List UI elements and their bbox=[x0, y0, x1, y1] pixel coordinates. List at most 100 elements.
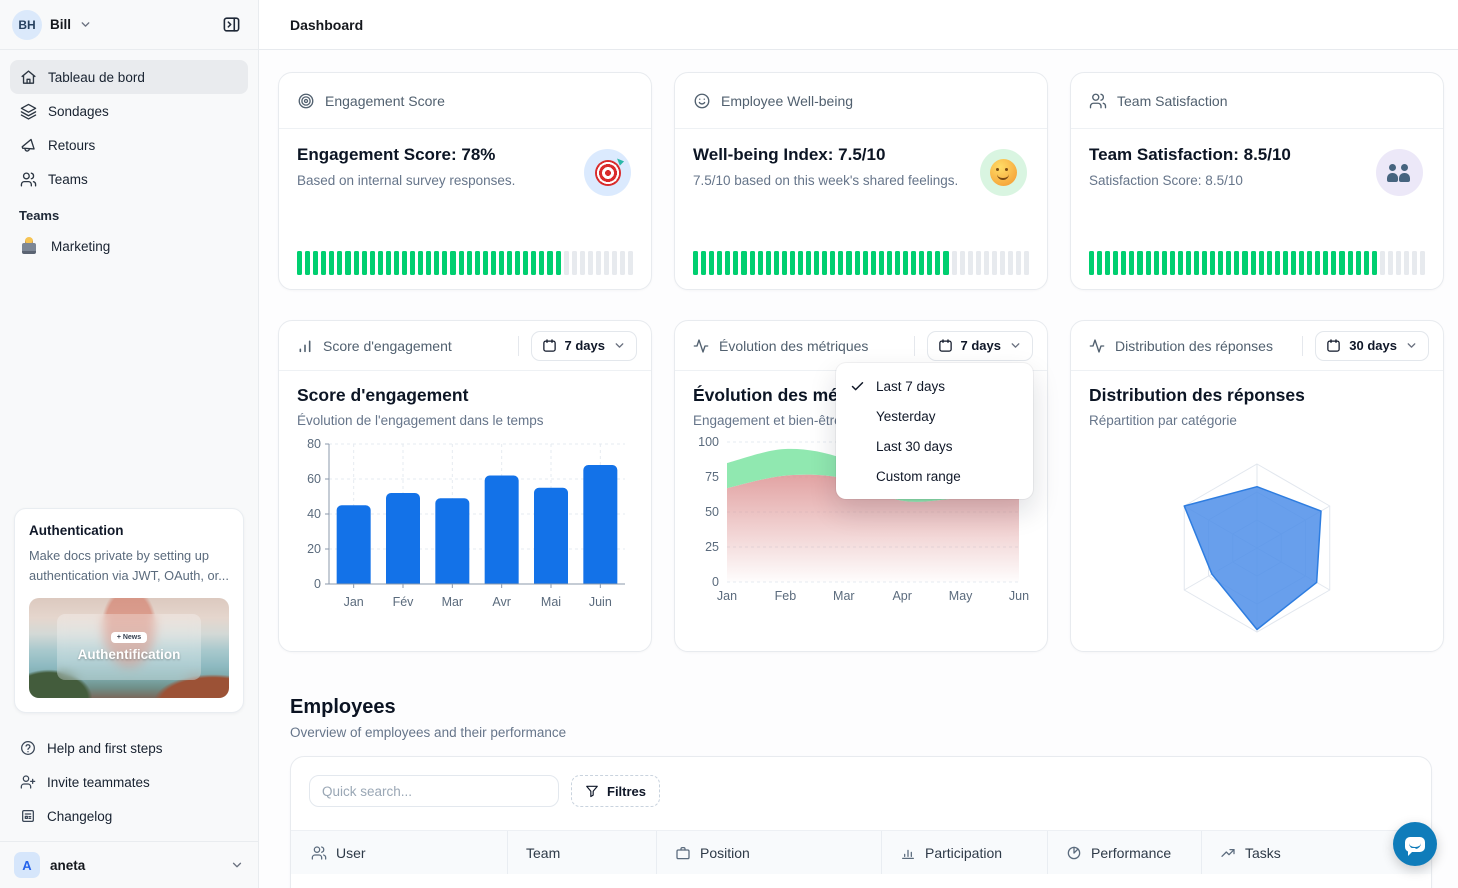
svg-text:75: 75 bbox=[705, 470, 719, 484]
sidebar-collapse-button[interactable] bbox=[216, 10, 246, 40]
pie-chart-icon bbox=[1067, 846, 1081, 859]
account-avatar: A bbox=[14, 852, 40, 878]
sidebar-footer-nav: Help and first steps Invite teammates Ch… bbox=[0, 725, 258, 841]
stat-subtitle: 7.5/10 based on this week's shared feeli… bbox=[693, 173, 959, 188]
distribution-chart-card: Distribution des réponses 30 days Distri… bbox=[1070, 320, 1444, 652]
svg-text:60: 60 bbox=[307, 472, 321, 486]
chevron-down-icon bbox=[1407, 343, 1416, 348]
users-icon bbox=[20, 171, 37, 187]
chat-widget-button[interactable] bbox=[1393, 822, 1437, 866]
teams-section-label: Teams bbox=[19, 208, 60, 223]
layers-icon bbox=[20, 103, 37, 120]
employees-title: Employees bbox=[290, 696, 396, 718]
menu-item-custom-range[interactable]: Custom range bbox=[836, 461, 1033, 491]
menu-item-last-30-days[interactable]: Last 30 days bbox=[836, 431, 1033, 461]
column-header-position: Position bbox=[656, 831, 881, 874]
filters-label: Filtres bbox=[607, 783, 647, 799]
sidebar-item-invite[interactable]: Invite teammates bbox=[10, 765, 248, 799]
megaphone-icon bbox=[21, 138, 35, 152]
workspace-switcher[interactable]: BH Bill bbox=[0, 0, 258, 50]
svg-text:Apr: Apr bbox=[892, 589, 911, 603]
svg-text:Mar: Mar bbox=[442, 595, 464, 609]
stat-cards-row: Engagement Score Engagement Score: 78% B… bbox=[278, 72, 1444, 290]
technologist-emoji bbox=[20, 237, 38, 255]
calendar-icon bbox=[938, 339, 952, 352]
sidebar-item-teams[interactable]: Teams bbox=[10, 162, 248, 196]
sidebar-nav: Tableau de bord Sondages Retours Teams bbox=[0, 50, 258, 196]
chart-cards-row: Score d'engagement 7 days Score d'engage… bbox=[278, 320, 1444, 652]
menu-item-yesterday[interactable]: Yesterday bbox=[836, 401, 1033, 431]
range-select-button[interactable]: 30 days bbox=[1315, 330, 1429, 361]
sidebar-item-changelog[interactable]: Changelog bbox=[10, 799, 248, 833]
stat-card-header: Employee Well-being bbox=[721, 92, 854, 109]
menu-item-last-7-days[interactable]: Last 7 days bbox=[836, 371, 1033, 401]
quick-search-input[interactable] bbox=[309, 775, 559, 807]
divider bbox=[913, 335, 915, 356]
menu-item-label: Custom range bbox=[876, 468, 961, 484]
range-label: 7 days bbox=[960, 338, 1001, 353]
chart-title: Score d'engagement bbox=[297, 385, 469, 405]
sidebar-item-help[interactable]: Help and first steps bbox=[10, 731, 248, 765]
authentication-promo-card[interactable]: Authentication Make docs private by sett… bbox=[14, 508, 244, 713]
engagement-bar-chart: 0 20 40 60 80 Jan Fév Mar Avr Mai Juin bbox=[297, 436, 633, 612]
svg-text:100: 100 bbox=[698, 435, 719, 449]
promo-body: Make docs private by setting up authenti… bbox=[29, 548, 229, 584]
range-dropdown-menu: Last 7 days Yesterday Last 30 days bbox=[836, 363, 1033, 499]
svg-text:Mai: Mai bbox=[541, 595, 561, 609]
sidebar-item-label: Teams bbox=[48, 171, 88, 187]
chevron-down-icon bbox=[1011, 343, 1020, 348]
column-header-performance: Performance bbox=[1047, 831, 1201, 874]
svg-text:Jun: Jun bbox=[1009, 589, 1029, 603]
chart-subtitle: Évolution de l'engagement dans le temps bbox=[297, 413, 544, 428]
employees-subtitle: Overview of employees and their performa… bbox=[290, 725, 567, 740]
employees-table-card: Filtres User Team Position bbox=[290, 756, 1432, 888]
sidebar-item-retours[interactable]: Retours bbox=[10, 128, 248, 162]
menu-item-label: Last 7 days bbox=[876, 378, 946, 394]
check-icon bbox=[851, 381, 864, 390]
svg-text:25: 25 bbox=[705, 540, 719, 554]
column-label: Tasks bbox=[1245, 844, 1281, 861]
responses-radar-chart bbox=[1089, 436, 1425, 664]
calendar-icon bbox=[542, 339, 556, 352]
footer-item-label: Invite teammates bbox=[47, 774, 150, 790]
activity-icon bbox=[693, 338, 709, 353]
funnel-icon bbox=[586, 785, 598, 798]
svg-text:Avr: Avr bbox=[492, 595, 511, 609]
column-label: Participation bbox=[925, 844, 1003, 861]
workspace-avatar[interactable]: BH bbox=[12, 9, 42, 40]
chart-title: Distribution des réponses bbox=[1089, 385, 1305, 405]
progress-bar bbox=[693, 251, 1030, 275]
trend-up-icon bbox=[1221, 848, 1235, 857]
workspace-name[interactable]: Bill bbox=[50, 17, 72, 32]
range-select-button[interactable]: 7 days bbox=[926, 330, 1033, 361]
stat-card-header: Team Satisfaction bbox=[1117, 92, 1228, 109]
svg-text:0: 0 bbox=[314, 577, 321, 591]
account-name: aneta bbox=[50, 857, 86, 873]
changelog-icon bbox=[22, 810, 34, 822]
news-badge: + News bbox=[110, 632, 148, 643]
team-item-label: Marketing bbox=[51, 238, 111, 254]
svg-text:50: 50 bbox=[705, 505, 719, 519]
sidebar-item-marketing[interactable]: Marketing bbox=[10, 229, 248, 263]
range-select-button[interactable]: 7 days bbox=[530, 330, 637, 361]
svg-text:20: 20 bbox=[307, 542, 321, 556]
dartboard-emoji bbox=[584, 149, 631, 196]
svg-text:Fév: Fév bbox=[393, 595, 415, 609]
activity-icon bbox=[1089, 338, 1105, 353]
svg-text:40: 40 bbox=[307, 507, 321, 521]
promo-image-title: Authentification bbox=[77, 647, 181, 662]
progress-bar bbox=[297, 251, 634, 275]
column-header-participation: Participation bbox=[881, 831, 1047, 874]
account-switcher[interactable]: A aneta bbox=[0, 841, 258, 888]
range-label: 30 days bbox=[1349, 338, 1397, 353]
sidebar-item-label: Tableau de bord bbox=[48, 69, 145, 85]
bar-chart-icon bbox=[299, 340, 311, 352]
sidebar-item-tableau-de-bord[interactable]: Tableau de bord bbox=[10, 60, 248, 94]
filters-button[interactable]: Filtres bbox=[571, 775, 661, 807]
sidebar-item-label: Sondages bbox=[48, 103, 109, 119]
chart-card-header: Distribution des réponses bbox=[1115, 337, 1273, 354]
stat-title: Engagement Score: 78% bbox=[297, 145, 496, 164]
sidebar-item-sondages[interactable]: Sondages bbox=[10, 94, 248, 128]
menu-item-label: Yesterday bbox=[876, 408, 936, 424]
employees-section: Employees Overview of employees and thei… bbox=[290, 696, 1432, 888]
